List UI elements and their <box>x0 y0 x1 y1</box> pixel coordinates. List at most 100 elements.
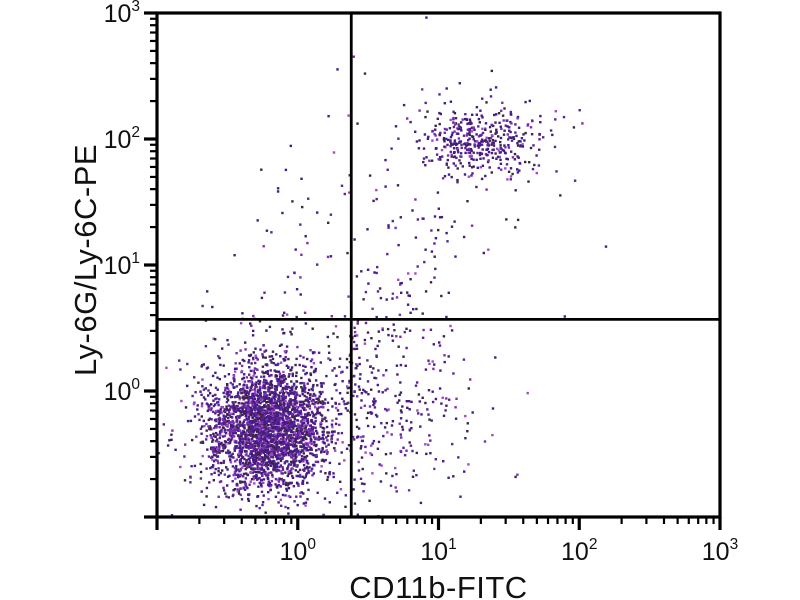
data-point <box>223 375 227 378</box>
data-point <box>238 475 242 478</box>
data-point <box>272 362 276 365</box>
data-point <box>490 134 494 137</box>
data-point <box>310 420 313 423</box>
data-point <box>256 428 260 431</box>
data-point <box>366 411 370 415</box>
data-point <box>271 438 274 441</box>
data-point <box>294 424 298 428</box>
data-point <box>233 367 237 370</box>
data-point <box>405 400 408 403</box>
data-point <box>453 130 456 133</box>
data-point <box>299 411 302 415</box>
data-point <box>371 442 374 445</box>
data-point <box>447 166 450 169</box>
data-point <box>290 436 294 440</box>
data-point <box>281 468 285 471</box>
data-point <box>263 386 266 389</box>
data-point <box>285 426 288 429</box>
data-point <box>214 435 217 438</box>
data-point <box>511 156 515 159</box>
data-point <box>316 460 320 464</box>
data-point <box>236 415 239 418</box>
data-point <box>353 413 357 416</box>
data-point <box>291 474 294 478</box>
data-point <box>266 457 270 460</box>
data-point <box>473 140 477 143</box>
data-point <box>232 412 235 416</box>
data-point <box>266 437 269 440</box>
data-point <box>284 453 287 457</box>
data-point <box>215 451 219 455</box>
data-point <box>328 351 331 354</box>
data-point <box>317 397 320 400</box>
data-point <box>302 438 305 442</box>
data-point <box>470 166 474 169</box>
data-point <box>239 388 243 391</box>
data-point <box>233 380 236 383</box>
data-point <box>508 129 511 132</box>
data-point <box>249 376 253 379</box>
data-point <box>355 418 358 422</box>
data-point <box>250 464 253 467</box>
data-point <box>245 450 248 453</box>
data-point <box>454 417 458 420</box>
data-point <box>243 397 246 400</box>
data-point <box>235 404 238 408</box>
data-point <box>360 399 363 402</box>
data-point <box>261 406 264 410</box>
data-point <box>267 497 270 501</box>
data-point <box>252 374 255 377</box>
data-point <box>475 158 478 161</box>
data-point <box>470 174 473 177</box>
data-point <box>303 311 307 314</box>
data-point <box>356 122 359 125</box>
data-point <box>301 407 305 410</box>
data-point <box>399 335 402 338</box>
data-point <box>261 365 265 368</box>
data-point <box>259 393 262 397</box>
data-point <box>293 420 296 423</box>
data-point <box>239 411 242 414</box>
data-point <box>399 216 402 219</box>
data-point <box>210 403 213 406</box>
data-point <box>468 131 471 134</box>
data-point <box>268 442 271 445</box>
data-point <box>458 159 461 162</box>
data-point <box>489 88 492 91</box>
data-point <box>260 448 263 451</box>
data-point <box>435 147 438 150</box>
data-point <box>333 383 336 387</box>
data-point <box>250 454 254 458</box>
data-point <box>518 162 522 165</box>
data-point <box>254 470 258 474</box>
data-point <box>353 478 356 481</box>
data-point <box>295 451 298 454</box>
data-point <box>435 138 439 141</box>
data-point <box>285 487 288 491</box>
data-point <box>260 409 264 413</box>
data-point <box>478 121 481 124</box>
data-point <box>308 407 312 410</box>
data-point <box>453 155 456 159</box>
data-point <box>329 213 333 216</box>
data-point <box>452 372 455 375</box>
data-point <box>223 395 226 398</box>
data-point <box>303 476 306 480</box>
data-point <box>241 407 244 411</box>
data-point <box>563 315 566 318</box>
data-point <box>272 459 275 463</box>
data-point <box>314 401 317 404</box>
data-point <box>491 148 494 152</box>
data-point <box>467 151 470 154</box>
data-point <box>243 423 246 427</box>
data-point <box>279 441 283 445</box>
data-point <box>434 134 437 137</box>
data-point <box>466 128 470 131</box>
data-point <box>264 371 267 374</box>
data-point <box>300 253 303 256</box>
data-point <box>205 435 209 438</box>
data-point <box>266 463 270 467</box>
data-point <box>282 454 285 457</box>
data-point <box>277 404 280 407</box>
data-point <box>265 397 268 400</box>
